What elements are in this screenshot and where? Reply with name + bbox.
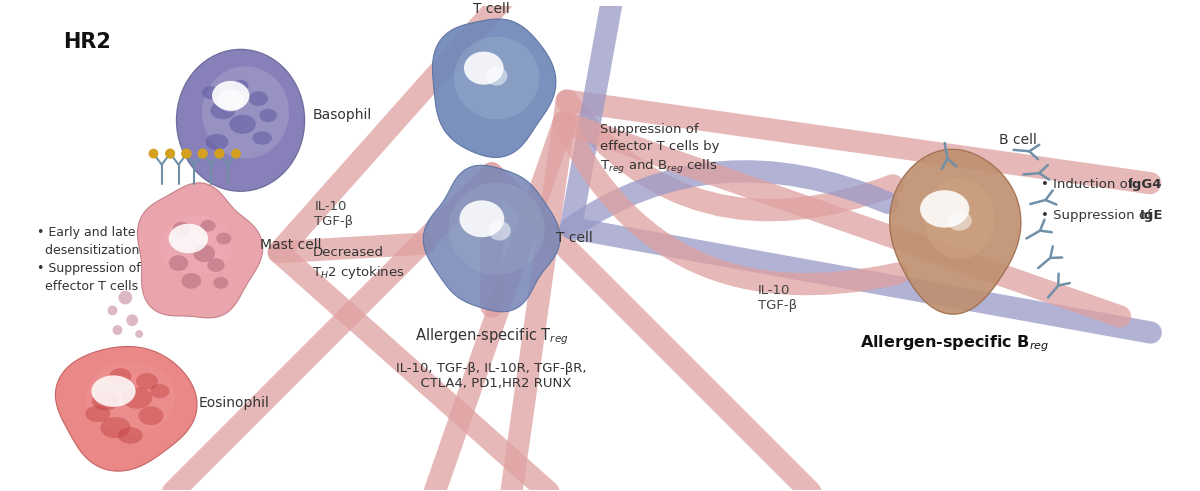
Text: Suppression of
effector T cells by
T$_{reg}$ and B$_{reg}$ cells: Suppression of effector T cells by T$_{r… — [600, 123, 720, 176]
Ellipse shape — [176, 50, 305, 191]
Text: • Suppression of: • Suppression of — [1042, 209, 1156, 222]
Ellipse shape — [109, 368, 132, 384]
Ellipse shape — [920, 190, 970, 228]
Ellipse shape — [202, 86, 220, 99]
Circle shape — [182, 149, 192, 159]
Ellipse shape — [449, 183, 545, 275]
Circle shape — [126, 314, 138, 326]
Ellipse shape — [464, 52, 504, 84]
Text: Allergen-specific B$_{reg}$: Allergen-specific B$_{reg}$ — [860, 333, 1049, 354]
Ellipse shape — [193, 245, 215, 262]
Ellipse shape — [248, 91, 268, 106]
Text: IgE: IgE — [1140, 209, 1163, 222]
Ellipse shape — [122, 387, 152, 409]
Circle shape — [215, 149, 224, 159]
Ellipse shape — [233, 80, 248, 92]
Ellipse shape — [259, 109, 277, 122]
Circle shape — [136, 330, 143, 338]
Ellipse shape — [173, 222, 190, 236]
Ellipse shape — [460, 200, 504, 237]
Circle shape — [198, 149, 208, 159]
Circle shape — [181, 149, 191, 159]
Ellipse shape — [181, 273, 202, 289]
Ellipse shape — [252, 132, 272, 145]
Ellipse shape — [200, 220, 216, 232]
Text: B cell: B cell — [998, 133, 1037, 147]
Polygon shape — [889, 149, 1021, 314]
Ellipse shape — [85, 406, 110, 422]
Ellipse shape — [924, 178, 995, 259]
Text: IL-10
TGF-β: IL-10 TGF-β — [757, 284, 797, 312]
Ellipse shape — [85, 361, 175, 435]
Text: IgG4: IgG4 — [1128, 178, 1163, 191]
Text: • Early and late
  desensitization
• Suppression of
  effector T cells: • Early and late desensitization • Suppr… — [37, 226, 140, 293]
Text: • Induction of: • Induction of — [1042, 178, 1136, 191]
Ellipse shape — [169, 255, 188, 271]
Text: Mast cell: Mast cell — [260, 239, 322, 252]
Text: IL-10, TGF-β, IL-10R, TGF-βR,
  CTLA4, PD1,HR2 RUNX: IL-10, TGF-β, IL-10R, TGF-βR, CTLA4, PD1… — [396, 362, 587, 390]
FancyArrowPatch shape — [571, 0, 1151, 332]
Ellipse shape — [217, 90, 245, 111]
FancyArrowPatch shape — [370, 122, 1120, 491]
Ellipse shape — [91, 376, 136, 407]
Ellipse shape — [150, 384, 169, 398]
Ellipse shape — [229, 115, 256, 134]
Ellipse shape — [208, 258, 224, 272]
Ellipse shape — [210, 102, 235, 119]
Polygon shape — [424, 165, 560, 312]
Text: Allergen-specific T$_{reg}$: Allergen-specific T$_{reg}$ — [415, 327, 569, 347]
Ellipse shape — [101, 417, 131, 438]
Polygon shape — [138, 183, 263, 318]
Polygon shape — [55, 347, 197, 471]
Circle shape — [149, 149, 158, 159]
Ellipse shape — [212, 81, 250, 110]
FancyArrowPatch shape — [76, 173, 908, 491]
Ellipse shape — [136, 373, 158, 389]
Text: T cell: T cell — [556, 231, 593, 246]
Ellipse shape — [138, 406, 163, 425]
Ellipse shape — [160, 215, 233, 275]
Circle shape — [166, 149, 175, 159]
Circle shape — [113, 325, 122, 335]
Ellipse shape — [214, 277, 228, 289]
Ellipse shape — [118, 427, 143, 444]
Ellipse shape — [202, 66, 289, 159]
Ellipse shape — [486, 66, 508, 85]
Circle shape — [166, 149, 175, 159]
Text: T cell: T cell — [473, 2, 510, 16]
Ellipse shape — [92, 391, 120, 410]
FancyArrowPatch shape — [278, 0, 719, 491]
Text: HR2: HR2 — [64, 31, 112, 52]
Circle shape — [232, 149, 241, 159]
FancyArrowPatch shape — [485, 101, 1151, 491]
Circle shape — [198, 149, 208, 159]
Text: Basophil: Basophil — [312, 109, 372, 122]
Circle shape — [108, 305, 118, 315]
Text: Eosinophil: Eosinophil — [198, 396, 269, 410]
Ellipse shape — [216, 233, 232, 245]
Circle shape — [119, 291, 132, 304]
Ellipse shape — [488, 220, 511, 241]
Polygon shape — [432, 19, 556, 158]
Ellipse shape — [947, 211, 972, 231]
Text: IL-10
TGF-β: IL-10 TGF-β — [314, 200, 354, 228]
Text: Decreased
T$_H$2 cytokines: Decreased T$_H$2 cytokines — [312, 246, 406, 280]
Ellipse shape — [205, 134, 228, 150]
Circle shape — [215, 149, 224, 159]
Ellipse shape — [454, 37, 539, 119]
Ellipse shape — [169, 224, 208, 253]
